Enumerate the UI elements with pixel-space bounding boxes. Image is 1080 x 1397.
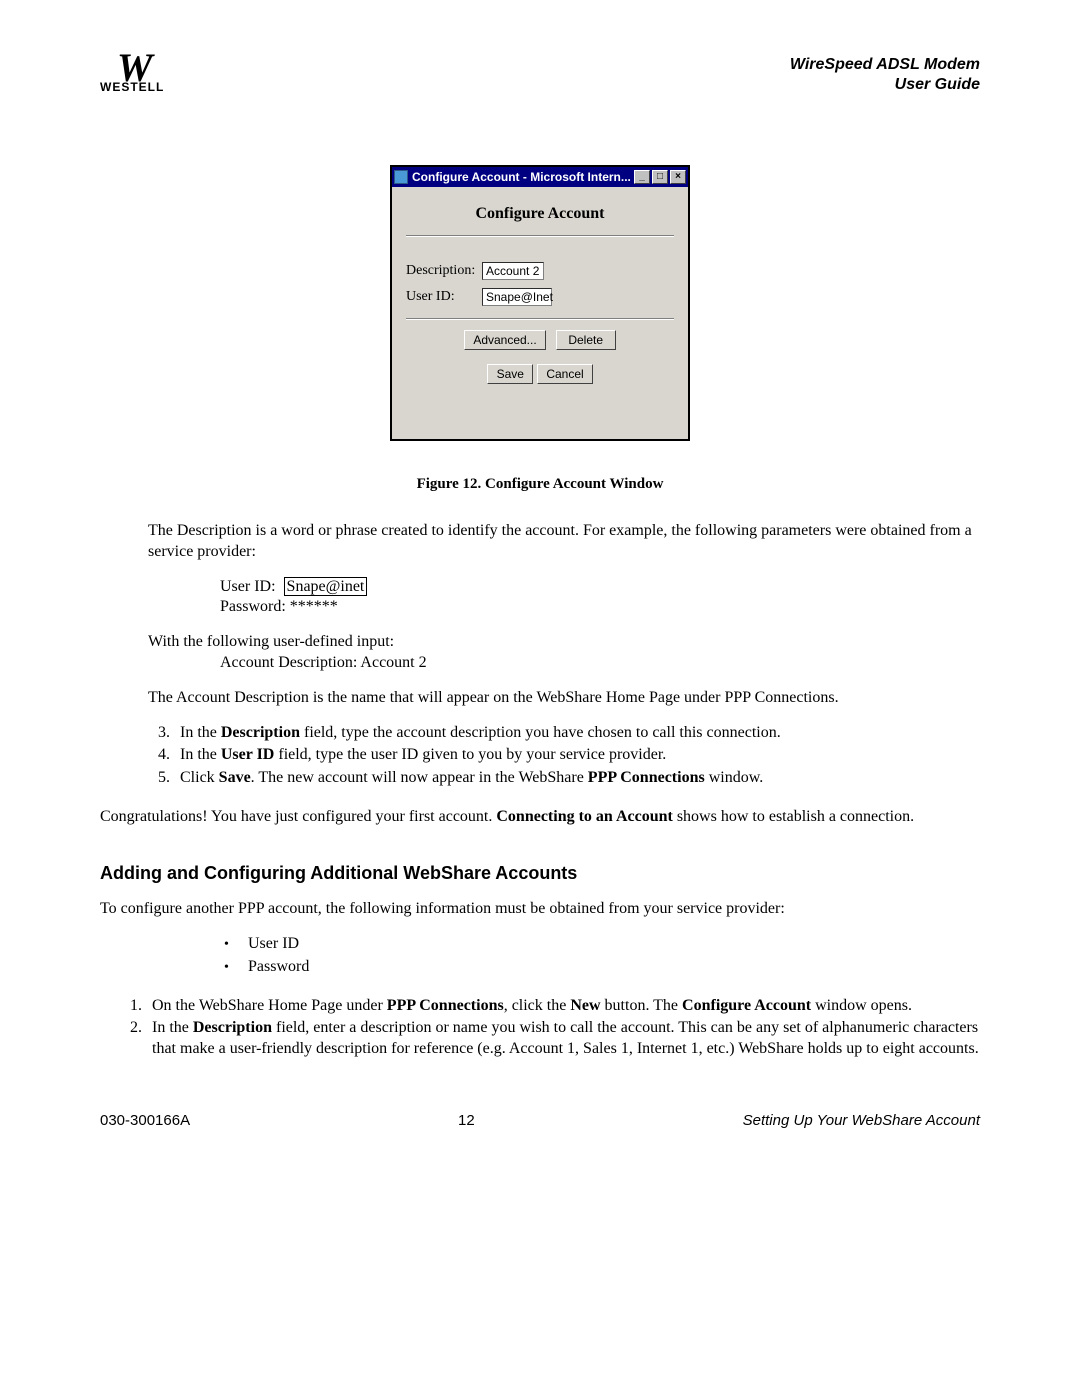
bullet-password: Password xyxy=(248,957,980,978)
example-password-label: Password: xyxy=(220,598,286,615)
divider xyxy=(406,318,674,320)
ol2-item-2: In the Description field, enter a descri… xyxy=(146,1018,980,1060)
cancel-button[interactable]: Cancel xyxy=(537,364,592,384)
doc-title-line2: User Guide xyxy=(790,75,980,95)
text: window. xyxy=(705,769,764,786)
titlebar: Configure Account - Microsoft Intern... … xyxy=(392,167,688,187)
text: field, type the user ID given to you by … xyxy=(274,746,666,763)
bold: Save xyxy=(219,769,251,786)
text: In the xyxy=(152,1019,193,1036)
para-acctdesc: The Account Description is the name that… xyxy=(148,688,980,709)
button-row-1: Advanced... Delete xyxy=(406,330,674,350)
bold: User ID xyxy=(221,746,274,763)
footer-section: Setting Up Your WebShare Account xyxy=(743,1112,980,1129)
text: button. The xyxy=(601,997,682,1014)
bold: New xyxy=(570,997,600,1014)
dialog-body: Configure Account Description: Account 2… xyxy=(392,187,688,439)
userid-row: User ID: Snape@Inet xyxy=(406,288,674,306)
step-3: In the Description field, type the accou… xyxy=(174,723,980,744)
westell-logo: W WESTELL xyxy=(100,56,164,94)
page-footer: 030-300166A 12 Setting Up Your WebShare … xyxy=(100,1112,980,1129)
text: In the xyxy=(180,724,221,741)
text: . The new account will now appear in the… xyxy=(251,769,588,786)
doc-title-line1: WireSpeed ADSL Modem xyxy=(790,55,980,75)
text: Click xyxy=(180,769,219,786)
page-header: W WESTELL WireSpeed ADSL Modem User Guid… xyxy=(100,55,980,95)
delete-button[interactable]: Delete xyxy=(556,330,616,350)
example-password-line: Password: ****** xyxy=(220,597,980,618)
bold: Description xyxy=(221,724,300,741)
logo-swoosh-icon: W xyxy=(117,56,148,80)
bold: Connecting to an Account xyxy=(496,808,672,825)
step-5: Click Save. The new account will now app… xyxy=(174,768,980,789)
text: On the WebShare Home Page under xyxy=(152,997,387,1014)
footer-docnum: 030-300166A xyxy=(100,1112,190,1129)
text: field, type the account description you … xyxy=(300,724,781,741)
button-row-2: Save Cancel xyxy=(406,364,674,384)
window-buttons: _ □ × xyxy=(634,170,686,184)
figure-caption: Figure 12. Configure Account Window xyxy=(100,476,980,493)
window-title: Configure Account - Microsoft Intern... xyxy=(412,170,634,184)
text: field, enter a description or name you w… xyxy=(152,1019,979,1057)
para-userdef: With the following user-defined input: xyxy=(148,632,980,653)
ie-icon xyxy=(394,170,408,184)
step-4: In the User ID field, type the user ID g… xyxy=(174,745,980,766)
description-row: Description: Account 2 xyxy=(406,262,674,280)
bullet-list: User ID Password xyxy=(100,934,980,978)
para-config: To configure another PPP account, the fo… xyxy=(100,899,980,920)
example-password-value: ****** xyxy=(290,598,338,615)
example-userid-line: User ID: Snape@inet xyxy=(220,577,980,598)
ol2-item-1: On the WebShare Home Page under PPP Conn… xyxy=(146,996,980,1017)
description-label: Description: xyxy=(406,263,482,279)
body-text: The Description is a word or phrase crea… xyxy=(100,521,980,1060)
steps-list-2: On the WebShare Home Page under PPP Conn… xyxy=(120,996,980,1060)
bullet-userid: User ID xyxy=(248,934,980,955)
text: In the xyxy=(180,746,221,763)
example-userid-label: User ID: xyxy=(220,578,276,595)
doc-title: WireSpeed ADSL Modem User Guide xyxy=(790,55,980,95)
para-congrats: Congratulations! You have just configure… xyxy=(100,807,980,828)
userid-label: User ID: xyxy=(406,289,482,305)
minimize-button[interactable]: _ xyxy=(634,170,650,184)
steps-list: In the Description field, type the accou… xyxy=(148,723,980,789)
bold: PPP Connections xyxy=(588,769,705,786)
section-heading: Adding and Configuring Additional WebSha… xyxy=(100,862,980,885)
text: window opens. xyxy=(811,997,912,1014)
dialog-heading: Configure Account xyxy=(406,197,674,235)
dialog-figure: Configure Account - Microsoft Intern... … xyxy=(100,165,980,441)
configure-account-window: Configure Account - Microsoft Intern... … xyxy=(390,165,690,441)
bold: Configure Account xyxy=(682,997,811,1014)
maximize-button[interactable]: □ xyxy=(652,170,668,184)
advanced-button[interactable]: Advanced... xyxy=(464,330,545,350)
para-description: The Description is a word or phrase crea… xyxy=(148,521,980,563)
userid-input[interactable]: Snape@Inet xyxy=(482,288,552,306)
save-button[interactable]: Save xyxy=(487,364,533,384)
text: , click the xyxy=(504,997,571,1014)
description-input[interactable]: Account 2 xyxy=(482,262,544,280)
account-desc-line: Account Description: Account 2 xyxy=(220,653,980,674)
example-block: User ID: Snape@inet Password: ****** xyxy=(220,577,980,619)
divider xyxy=(406,235,674,237)
logo-text: WESTELL xyxy=(100,80,164,94)
text: shows how to establish a connection. xyxy=(673,808,914,825)
example-userid-value: Snape@inet xyxy=(284,577,368,596)
bold: PPP Connections xyxy=(387,997,504,1014)
footer-pagenum: 12 xyxy=(458,1112,475,1129)
text: Congratulations! You have just configure… xyxy=(100,808,496,825)
bold: Description xyxy=(193,1019,272,1036)
close-button[interactable]: × xyxy=(670,170,686,184)
